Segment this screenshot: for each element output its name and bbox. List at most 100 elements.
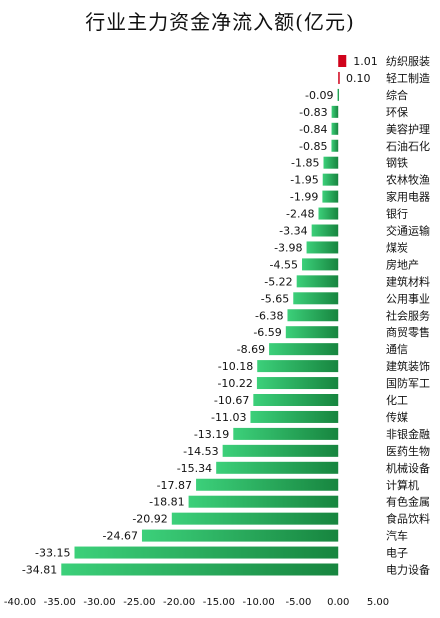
category-labels-layer: 纺织服装轻工制造综合环保美容护理石油石化钢铁农林牧渔家用电器银行交通运输煤炭房地… xyxy=(386,54,430,577)
value-label: -15.34 xyxy=(177,462,212,475)
bar xyxy=(331,139,339,152)
bar xyxy=(311,224,339,237)
category-label: 家用电器 xyxy=(386,190,430,204)
chart-title: 行业主力资金净流入额(亿元) xyxy=(85,10,355,34)
bar xyxy=(322,190,339,203)
category-label: 化工 xyxy=(386,393,408,407)
value-label: -0.85 xyxy=(299,140,327,153)
category-label: 电子 xyxy=(386,547,408,560)
bar xyxy=(216,461,339,474)
bar xyxy=(302,258,339,271)
bar xyxy=(331,105,339,118)
category-label: 非银金融 xyxy=(386,427,430,441)
x-tick-label: -20.00 xyxy=(163,597,195,608)
value-label: -3.34 xyxy=(279,225,307,238)
category-label: 煤炭 xyxy=(386,241,408,254)
value-label: -13.19 xyxy=(194,428,229,441)
category-label: 社会服务 xyxy=(386,308,430,322)
category-label: 综合 xyxy=(386,88,408,102)
bar xyxy=(318,207,339,220)
bar xyxy=(331,122,339,135)
x-tick-label: 5.00 xyxy=(367,597,389,608)
value-label: -24.67 xyxy=(102,530,137,543)
bar xyxy=(257,360,339,373)
value-label: -1.99 xyxy=(290,191,318,204)
x-tick-label: -25.00 xyxy=(123,597,155,608)
bar xyxy=(323,156,339,169)
value-label: -5.22 xyxy=(264,275,292,288)
value-label: -1.85 xyxy=(291,157,319,170)
bar xyxy=(296,275,339,288)
value-label: -10.18 xyxy=(218,360,253,373)
value-label: -0.83 xyxy=(299,106,327,119)
value-label: -3.98 xyxy=(274,241,302,254)
bar xyxy=(287,309,339,322)
category-label: 通信 xyxy=(386,343,408,356)
bar xyxy=(253,394,339,406)
x-tick-label: -5.00 xyxy=(286,597,312,608)
category-label: 建筑装饰 xyxy=(386,359,430,373)
category-label: 钢铁 xyxy=(386,157,408,170)
value-labels-layer: 1.01 0.10 -0.09 -0.83 -0.84 -0.85 -1.85 -1.95 -1… xyxy=(22,55,378,577)
value-label: -33.15 xyxy=(35,547,70,560)
x-tick-label: -40.00 xyxy=(4,597,36,608)
bar xyxy=(250,410,339,423)
category-label: 农林牧渔 xyxy=(386,173,430,187)
value-label: -34.81 xyxy=(22,564,57,577)
bar xyxy=(222,444,339,457)
value-label: 0.10 xyxy=(346,72,371,85)
bar xyxy=(74,546,339,559)
value-label: -10.22 xyxy=(217,377,252,390)
bar xyxy=(256,377,339,390)
bar xyxy=(196,478,339,491)
category-label: 银行 xyxy=(386,207,408,221)
bar xyxy=(269,343,339,356)
value-label: -6.59 xyxy=(253,326,281,339)
category-label: 环保 xyxy=(386,105,408,119)
category-label: 食品饮料 xyxy=(386,512,430,526)
bar xyxy=(293,292,339,305)
bars-layer xyxy=(61,55,347,576)
bar xyxy=(306,241,339,254)
bar xyxy=(233,427,339,440)
value-label: -17.87 xyxy=(157,479,192,492)
category-label: 电力设备 xyxy=(386,563,430,577)
value-label: -4.55 xyxy=(270,258,298,271)
x-axis-ticks: -40.00 -35.00 -30.00 -25.00 -20.00 -15.00 -10.… xyxy=(4,597,389,608)
category-label: 公用事业 xyxy=(386,292,430,305)
category-label: 石油石化 xyxy=(386,139,430,153)
value-label: -10.67 xyxy=(214,394,249,407)
bar xyxy=(322,173,339,186)
value-label: -0.84 xyxy=(299,123,327,136)
value-label: -18.81 xyxy=(149,496,184,509)
x-tick-label: -10.00 xyxy=(243,597,275,608)
category-label: 轻工制造 xyxy=(386,71,430,85)
x-tick-label: -30.00 xyxy=(83,597,115,608)
value-label: -20.92 xyxy=(132,513,167,526)
value-label: -0.09 xyxy=(305,89,333,102)
category-label: 美容护理 xyxy=(386,122,430,136)
category-label: 商贸零售 xyxy=(386,325,430,339)
category-label: 有色金属 xyxy=(386,495,430,509)
value-label: 1.01 xyxy=(353,55,378,68)
category-label: 计算机 xyxy=(386,478,419,492)
value-label: -8.69 xyxy=(237,343,265,356)
x-tick-label: 0.00 xyxy=(327,597,349,608)
x-tick-label: -35.00 xyxy=(44,597,76,608)
value-label: -2.48 xyxy=(286,208,314,221)
x-tick-label: -15.00 xyxy=(203,597,235,608)
bar xyxy=(188,495,339,508)
category-label: 传媒 xyxy=(386,411,408,424)
value-label: -11.03 xyxy=(211,411,246,424)
value-label: -1.95 xyxy=(290,174,318,187)
category-label: 医药生物 xyxy=(386,444,430,458)
bar xyxy=(337,88,340,101)
value-label: -5.65 xyxy=(261,292,289,305)
value-label: -14.53 xyxy=(183,445,218,458)
category-label: 机械设备 xyxy=(386,461,430,475)
category-label: 汽车 xyxy=(386,529,408,543)
category-label: 建筑材料 xyxy=(386,274,430,288)
bar xyxy=(141,529,339,542)
value-label: -6.38 xyxy=(255,309,283,322)
